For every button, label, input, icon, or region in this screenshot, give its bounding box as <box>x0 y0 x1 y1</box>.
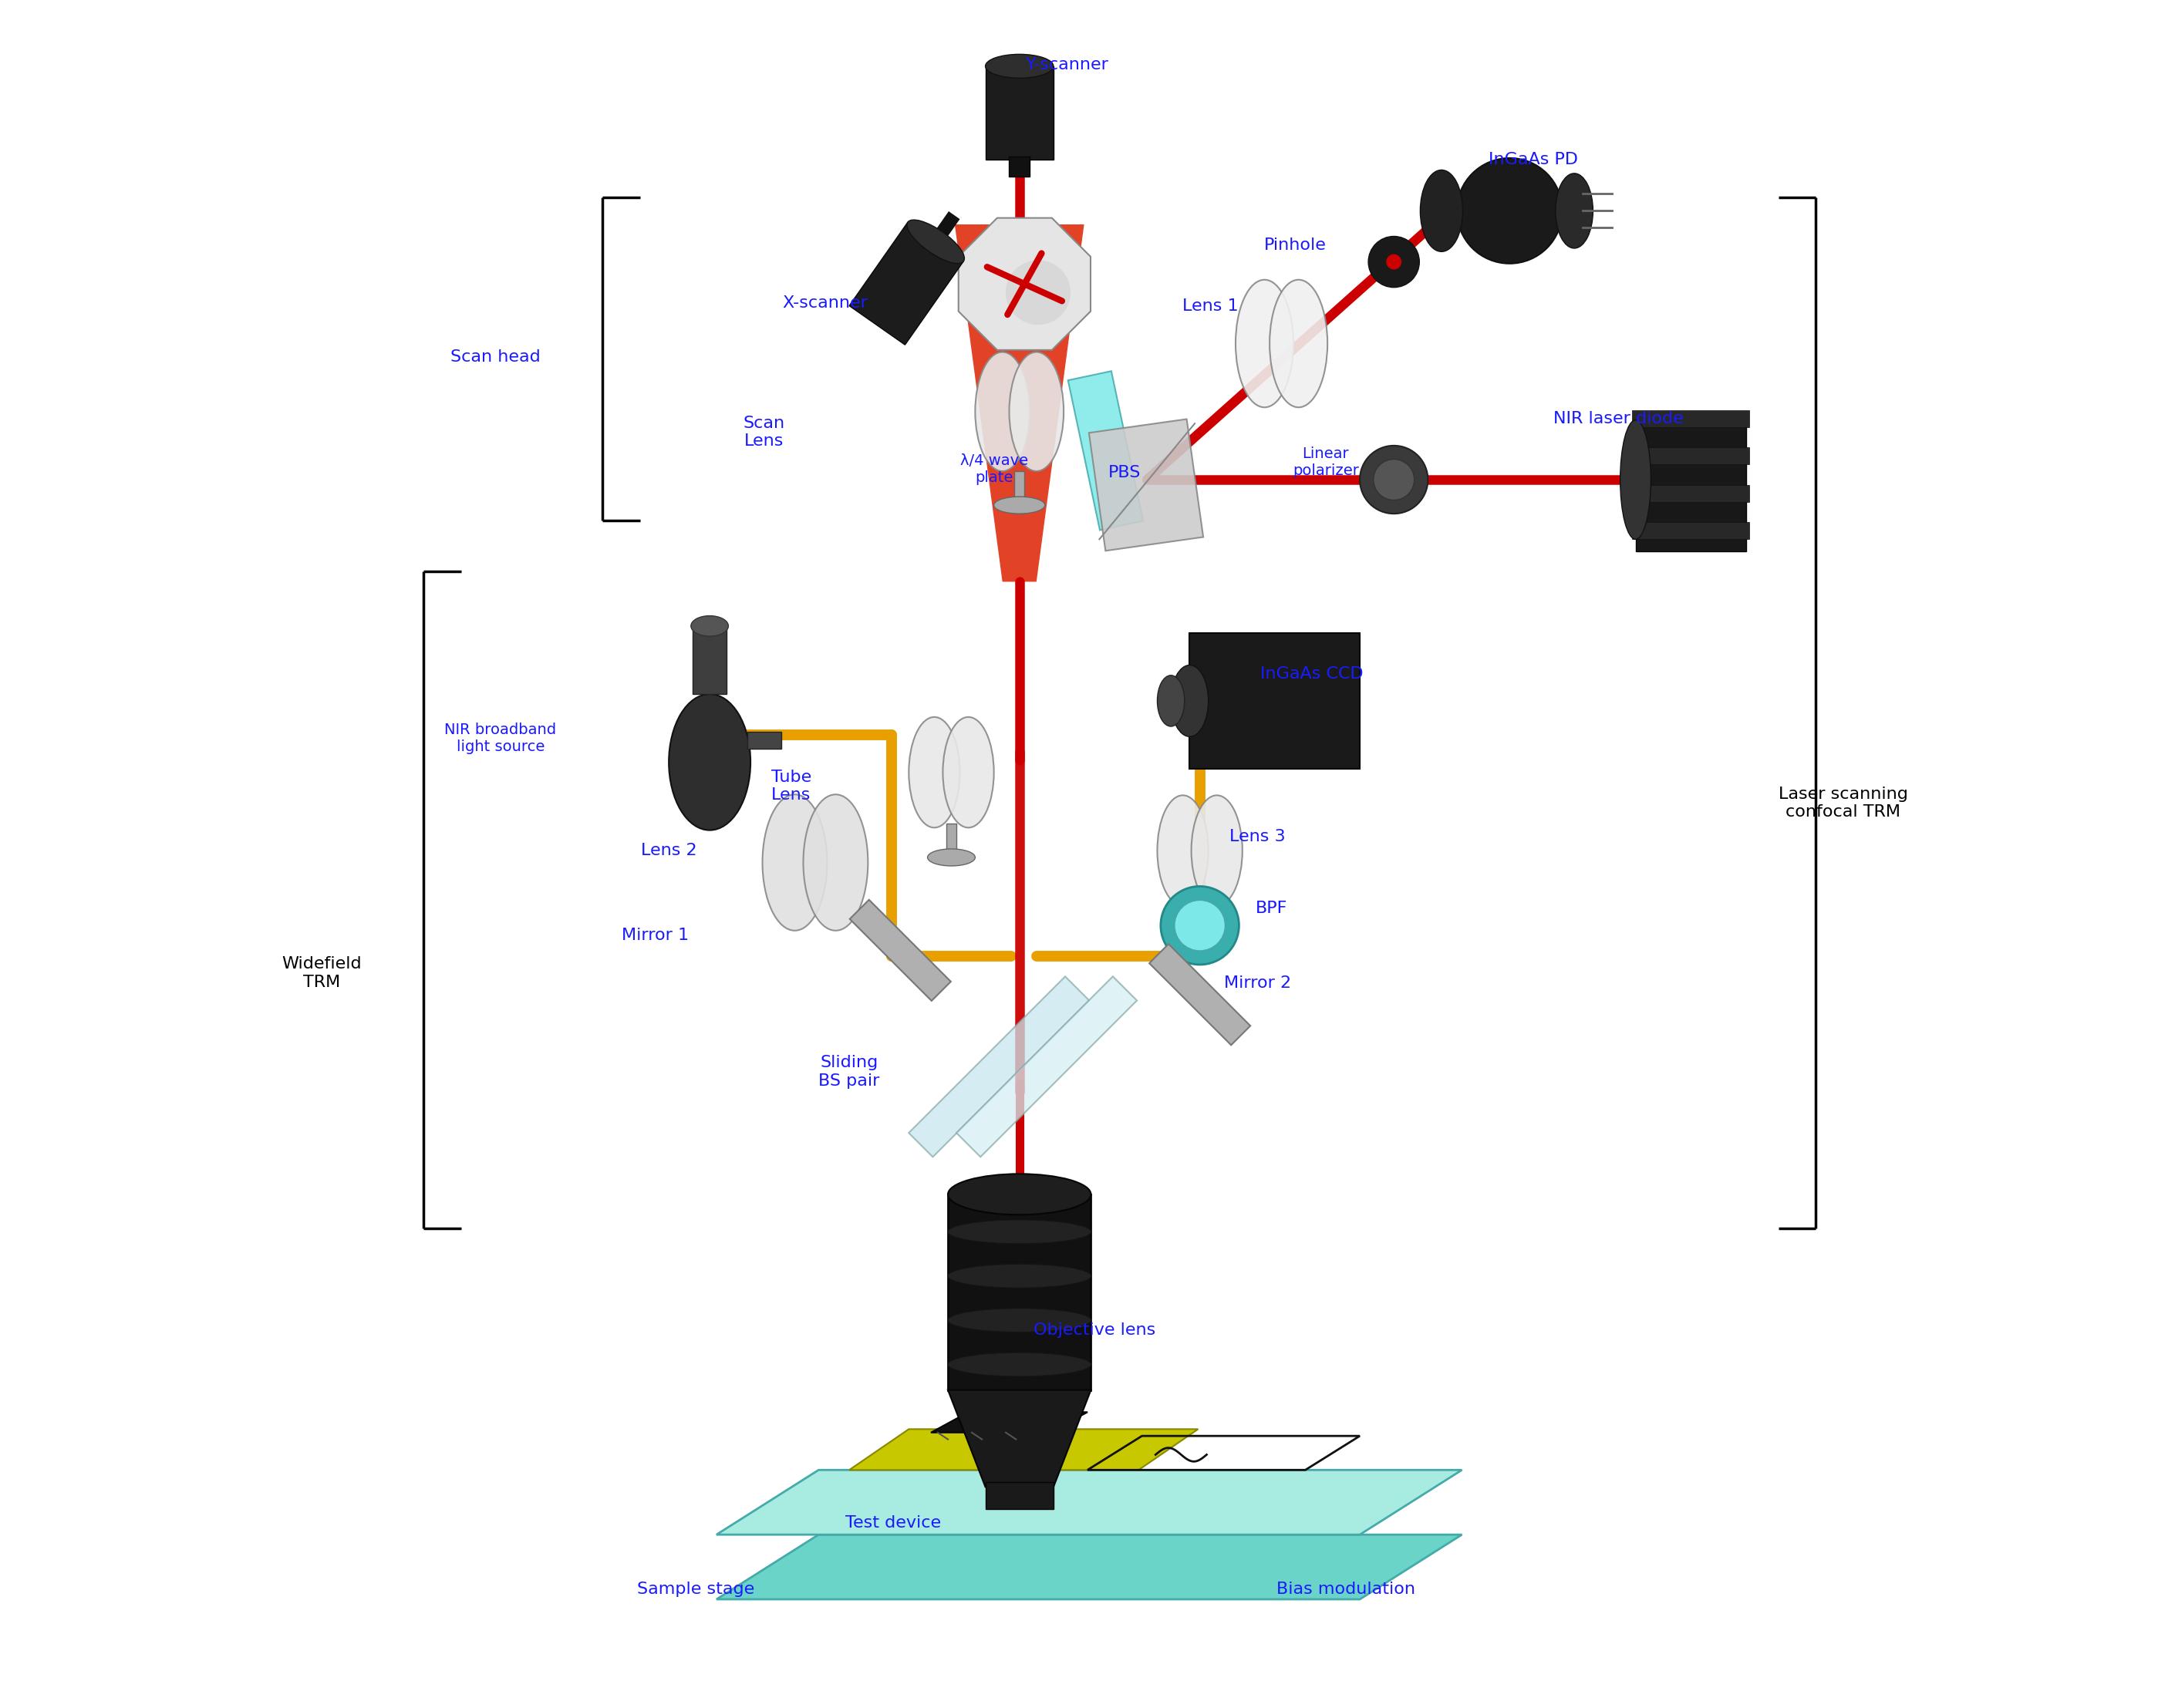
Text: Sliding
BS pair: Sliding BS pair <box>818 1056 881 1088</box>
Ellipse shape <box>1005 260 1070 325</box>
Bar <box>1631 447 1749 465</box>
Ellipse shape <box>948 1353 1092 1377</box>
Text: NIR laser diode: NIR laser diode <box>1553 410 1683 425</box>
Ellipse shape <box>1620 420 1651 540</box>
Bar <box>946 823 957 857</box>
Ellipse shape <box>1372 459 1414 500</box>
Polygon shape <box>955 224 1083 582</box>
Ellipse shape <box>1170 664 1209 736</box>
Bar <box>1194 902 1205 936</box>
Bar <box>746 731 781 748</box>
Ellipse shape <box>1555 174 1592 248</box>
Polygon shape <box>848 1430 1198 1471</box>
Bar <box>985 1483 1053 1510</box>
Bar <box>931 212 959 244</box>
Ellipse shape <box>942 717 994 828</box>
Text: Sample stage: Sample stage <box>637 1582 755 1597</box>
Polygon shape <box>959 219 1090 350</box>
Bar <box>1068 371 1144 529</box>
Bar <box>850 900 950 1001</box>
Ellipse shape <box>1270 280 1327 407</box>
Text: InGaAs PD: InGaAs PD <box>1488 152 1579 167</box>
Text: Tube
Lens: Tube Lens <box>772 769 811 803</box>
Ellipse shape <box>692 617 729 635</box>
Ellipse shape <box>1157 796 1209 905</box>
Bar <box>1631 523 1749 540</box>
Ellipse shape <box>948 1308 1092 1332</box>
Text: Pinhole: Pinhole <box>1264 237 1327 253</box>
Ellipse shape <box>974 352 1029 471</box>
Polygon shape <box>931 1413 1088 1433</box>
Ellipse shape <box>1235 280 1294 407</box>
Text: Lens 3: Lens 3 <box>1229 830 1285 845</box>
Ellipse shape <box>1192 796 1242 905</box>
Text: Scan
Lens: Scan Lens <box>744 415 785 449</box>
Ellipse shape <box>1359 446 1429 514</box>
Bar <box>909 977 1090 1156</box>
Text: Lens 1: Lens 1 <box>1181 299 1238 314</box>
Bar <box>1631 410 1749 427</box>
Text: Laser scanning
confocal TRM: Laser scanning confocal TRM <box>1779 786 1907 820</box>
Bar <box>957 977 1138 1156</box>
Ellipse shape <box>907 220 964 263</box>
Polygon shape <box>948 1390 1092 1488</box>
Ellipse shape <box>1157 675 1185 726</box>
Bar <box>848 222 964 345</box>
Ellipse shape <box>927 849 974 866</box>
Text: Linear
polarizer: Linear polarizer <box>1292 447 1359 478</box>
Bar <box>948 1194 1092 1390</box>
Ellipse shape <box>948 1264 1092 1288</box>
Bar <box>1090 418 1203 550</box>
Ellipse shape <box>670 693 750 830</box>
Polygon shape <box>716 1534 1462 1599</box>
Text: Lens 2: Lens 2 <box>642 842 696 859</box>
Text: Objective lens: Objective lens <box>1033 1322 1155 1337</box>
Text: Mirror 1: Mirror 1 <box>622 927 689 943</box>
Bar <box>1014 471 1024 514</box>
Text: X-scanner: X-scanner <box>783 295 868 311</box>
Ellipse shape <box>803 794 868 931</box>
Text: InGaAs CCD: InGaAs CCD <box>1262 666 1364 681</box>
Ellipse shape <box>985 55 1053 79</box>
Ellipse shape <box>1009 352 1064 471</box>
Bar <box>692 629 726 693</box>
Ellipse shape <box>1368 236 1420 287</box>
Ellipse shape <box>1161 886 1240 965</box>
Text: Bias modulation: Bias modulation <box>1277 1582 1416 1597</box>
Bar <box>1636 412 1747 552</box>
Text: Y-scanner: Y-scanner <box>1024 56 1109 72</box>
Ellipse shape <box>948 1173 1092 1214</box>
Ellipse shape <box>1175 900 1225 951</box>
Text: PBS: PBS <box>1107 465 1140 480</box>
Ellipse shape <box>948 1220 1092 1243</box>
Ellipse shape <box>1420 171 1464 251</box>
Bar <box>985 67 1053 161</box>
Text: Test device: Test device <box>846 1515 942 1530</box>
Bar <box>1631 485 1749 502</box>
Text: Mirror 2: Mirror 2 <box>1225 975 1292 991</box>
Ellipse shape <box>1457 159 1562 263</box>
Text: BPF: BPF <box>1255 900 1288 915</box>
Polygon shape <box>716 1471 1462 1534</box>
Bar <box>1009 157 1029 176</box>
Text: λ/4 wave
plate: λ/4 wave plate <box>959 454 1029 485</box>
Text: Scan head: Scan head <box>450 350 539 366</box>
Text: NIR broadband
light source: NIR broadband light source <box>444 722 557 755</box>
Bar <box>1148 945 1251 1045</box>
Bar <box>1190 632 1359 769</box>
Ellipse shape <box>994 497 1044 514</box>
Ellipse shape <box>1177 927 1225 945</box>
Ellipse shape <box>909 717 959 828</box>
Text: Widefield
TRM: Widefield TRM <box>281 956 361 989</box>
Ellipse shape <box>763 794 826 931</box>
Ellipse shape <box>1385 254 1401 270</box>
